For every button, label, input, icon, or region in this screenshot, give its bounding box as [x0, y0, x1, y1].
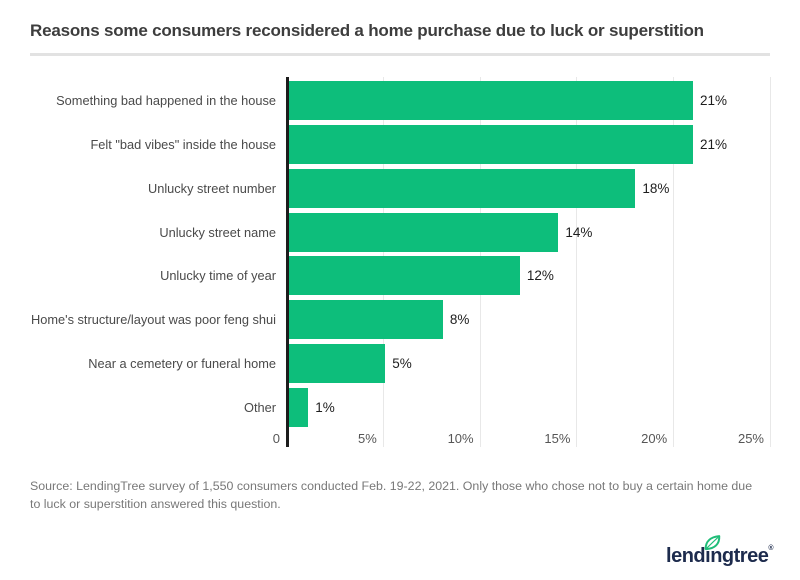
gridline	[673, 77, 675, 447]
category-label: Home's structure/layout was poor feng sh…	[31, 312, 276, 328]
bar-row: Unlucky street number 18%	[30, 168, 770, 208]
chart-title: Reasons some consumers reconsidered a ho…	[30, 21, 704, 40]
bar-value-label: 5%	[392, 356, 412, 372]
y-axis-line	[286, 77, 289, 447]
bar-track: 21%	[289, 124, 770, 164]
x-tick-label: 25%	[737, 431, 764, 446]
bar-value-label: 18%	[642, 180, 670, 196]
category-label: Unlucky street name	[159, 224, 276, 240]
category-label: Unlucky street number	[147, 180, 276, 196]
category-label: Unlucky time of year	[160, 268, 276, 284]
bar-value-label: 8%	[449, 312, 470, 328]
bar	[289, 168, 636, 208]
bar-row: Something bad happened in the house 21%	[30, 81, 770, 120]
bar-track: 5%	[289, 344, 770, 384]
leaf-icon	[704, 535, 721, 551]
bar-row: Near a cemetery or funeral home 5%	[30, 344, 770, 384]
x-tick-label: 15%	[544, 431, 571, 446]
bar-track: 18%	[289, 168, 770, 208]
x-axis-ticks: 0 5% 10% 15% 20% 25%	[30, 429, 770, 447]
bar-track: 21%	[289, 81, 770, 120]
bar-value-label: 21%	[700, 93, 728, 108]
registered-mark: ®	[768, 545, 773, 552]
bar-track: 8%	[289, 300, 770, 340]
bar	[289, 212, 559, 252]
logo-wordmark: lendingtree	[666, 545, 769, 567]
x-tick-label: 20%	[641, 431, 668, 446]
bar-value-label: 1%	[315, 399, 335, 415]
bar-row: Unlucky time of year 12%	[30, 256, 770, 296]
category-label: Near a cemetery or funeral home	[88, 356, 276, 372]
title-divider	[30, 53, 770, 56]
x-tick-label: 0	[272, 431, 280, 446]
bar	[289, 387, 309, 427]
bar	[289, 124, 694, 164]
bars-container: Something bad happened in the house 21% Fe…	[30, 81, 770, 427]
gridline	[770, 77, 771, 447]
bar	[289, 81, 694, 120]
bar-row: Home's structure/layout was poor feng sh…	[30, 300, 770, 340]
lendingtree-logo: lendingtree®	[666, 535, 773, 567]
source-line-2: to luck or superstition answered this qu…	[30, 496, 281, 511]
gridline	[576, 77, 578, 447]
source-note: Source: LendingTree survey of 1,550 cons…	[30, 478, 752, 513]
bar-row: Felt "bad vibes" inside the house 21%	[30, 124, 770, 164]
bar	[289, 300, 443, 340]
bar-chart: Something bad happened in the house 21% Fe…	[30, 77, 771, 447]
x-tick-label: 5%	[358, 431, 377, 446]
bar-value-label: 21%	[700, 136, 728, 152]
category-label: Something bad happened in the house	[56, 93, 276, 108]
bar-value-label: 12%	[526, 268, 554, 284]
bar-track: 12%	[289, 256, 770, 296]
bar-track: 14%	[289, 212, 770, 252]
bar-row: Unlucky street name 14%	[30, 212, 770, 252]
bar	[289, 344, 386, 384]
category-label: Felt "bad vibes" inside the house	[90, 136, 276, 152]
x-tick-label: 10%	[447, 431, 474, 446]
source-line-1: Source: LendingTree survey of 1,550 cons…	[30, 479, 753, 493]
bar	[289, 256, 520, 296]
category-label: Other	[243, 399, 276, 415]
bar-track: 1%	[289, 387, 770, 427]
bar-value-label: 14%	[565, 224, 593, 240]
bar-row: Other 1%	[30, 387, 770, 427]
